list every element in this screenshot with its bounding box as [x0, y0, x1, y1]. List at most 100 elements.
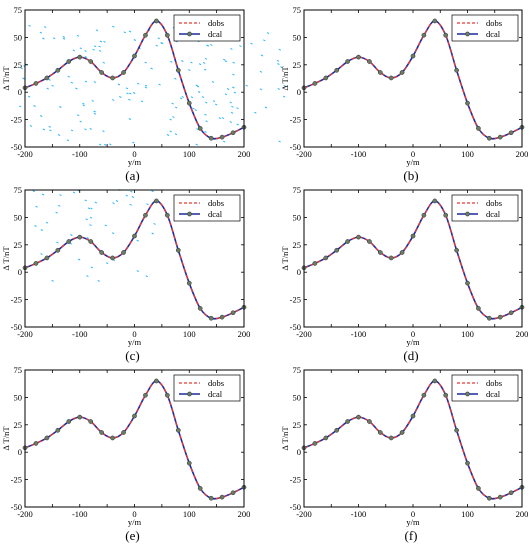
noise-point [170, 60, 173, 63]
noise-point [79, 47, 83, 50]
y-tick-label: 0 [297, 267, 301, 277]
legend-box [451, 374, 519, 402]
noise-point [76, 34, 80, 37]
noise-point [70, 234, 73, 236]
noise-point [115, 200, 119, 202]
y-tick-label: -25 [11, 475, 22, 485]
noise-point [90, 266, 94, 269]
noise-point [42, 37, 45, 40]
legend-marker-dcal [465, 31, 470, 37]
noise-point [198, 63, 202, 66]
legend-marker-dcal [187, 391, 192, 397]
y-axis-label: Δ T/nT [280, 66, 290, 91]
noise-point [259, 70, 263, 73]
data-point [508, 310, 514, 316]
y-axis-label: Δ T/nT [280, 246, 290, 271]
data-point [410, 233, 416, 239]
data-point [399, 430, 405, 435]
noise-point [236, 107, 239, 110]
data-point [334, 247, 340, 253]
noise-point [212, 100, 216, 103]
noise-point [32, 190, 36, 193]
legend-box [173, 194, 241, 222]
noise-point [40, 253, 43, 256]
noise-point [97, 279, 100, 282]
y-tick-label: 75 [14, 185, 23, 195]
data-point [143, 32, 148, 38]
data-point [312, 441, 318, 446]
noise-point [202, 61, 206, 64]
noise-point [43, 26, 47, 29]
y-tick-label: 0 [18, 267, 22, 277]
y-tick-label: -50 [11, 502, 22, 512]
data-point [197, 306, 203, 311]
noise-point [119, 96, 122, 98]
x-tick-label: -200 [296, 149, 312, 159]
data-point [55, 427, 61, 433]
noise-point [86, 275, 89, 278]
noise-point [197, 91, 201, 93]
y-axis-label: Δ T/nT [1, 246, 11, 271]
noise-point [166, 134, 170, 136]
data-point [77, 234, 83, 240]
noise-point [245, 84, 248, 87]
noise-point [250, 42, 253, 45]
data-point [465, 460, 470, 466]
legend-marker-dcal [187, 211, 192, 217]
x-tick-label: 100 [183, 149, 196, 159]
noise-point [277, 87, 281, 90]
data-point [410, 53, 416, 59]
noise-point [103, 40, 106, 43]
panel-label: (d) [403, 348, 418, 363]
data-point [132, 53, 137, 59]
data-point [465, 280, 470, 286]
data-point [132, 233, 137, 239]
noise-point [46, 87, 49, 90]
y-tick-label: -50 [11, 142, 22, 152]
noise-point [22, 77, 25, 80]
noise-point [211, 80, 215, 83]
noise-point [102, 130, 105, 133]
noise-point [92, 48, 95, 51]
noise-point [67, 75, 71, 78]
x-axis-label: y/m [128, 517, 142, 527]
data-point [454, 67, 459, 73]
data-point [121, 430, 126, 435]
legend-box [451, 14, 519, 42]
noise-point [72, 191, 76, 194]
noise-point [214, 103, 218, 106]
y-tick-label: -25 [11, 295, 22, 305]
x-tick-label: -200 [17, 329, 33, 339]
noise-point [136, 270, 140, 273]
x-tick-label: -100 [351, 329, 367, 339]
noise-point [86, 237, 90, 240]
noise-point [172, 116, 175, 119]
y-tick-label: 75 [293, 185, 302, 195]
noise-point [55, 211, 58, 214]
legend-box [451, 194, 519, 222]
x-tick-label: -100 [72, 509, 88, 519]
noise-point [153, 222, 156, 225]
y-tick-label: 25 [293, 60, 302, 70]
data-point [388, 75, 394, 81]
data-point [121, 250, 126, 255]
noise-point [174, 133, 178, 136]
data-point [377, 430, 383, 435]
noise-point [190, 61, 193, 64]
noise-point [40, 229, 44, 231]
y-tick-label: -50 [290, 502, 301, 512]
noise-point [181, 60, 184, 62]
data-point [186, 280, 192, 286]
noise-point [259, 88, 263, 91]
x-axis-label: y/m [128, 157, 142, 167]
data-point [33, 261, 39, 266]
data-point [132, 413, 137, 419]
chart-panel: -200 -100 0 100 200 -50 -25 0 25 50 75 y/m Δ T/nT dob… [1, 365, 250, 543]
noise-point [224, 93, 228, 96]
data-point [110, 75, 115, 81]
data-point [399, 250, 405, 255]
data-point [55, 67, 61, 73]
panel-label: (a) [125, 168, 139, 183]
